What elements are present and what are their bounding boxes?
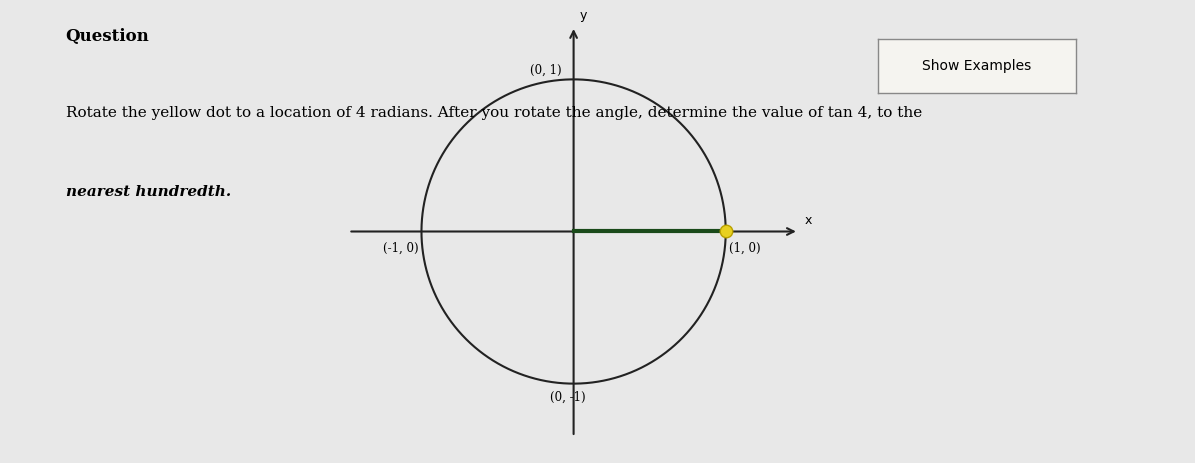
Text: (0, 1): (0, 1) <box>529 63 562 76</box>
Text: (-1, 0): (-1, 0) <box>382 242 418 255</box>
Text: Question: Question <box>66 28 149 45</box>
Text: x: x <box>805 214 813 227</box>
Text: Show Examples: Show Examples <box>923 59 1031 73</box>
Text: Rotate the yellow dot to a location of 4 radians. After you rotate the angle, de: Rotate the yellow dot to a location of 4… <box>66 106 923 120</box>
Text: y: y <box>580 8 587 22</box>
Text: (1, 0): (1, 0) <box>729 242 760 255</box>
Text: nearest hundredth.: nearest hundredth. <box>66 185 231 199</box>
Text: (0, -1): (0, -1) <box>550 391 586 404</box>
